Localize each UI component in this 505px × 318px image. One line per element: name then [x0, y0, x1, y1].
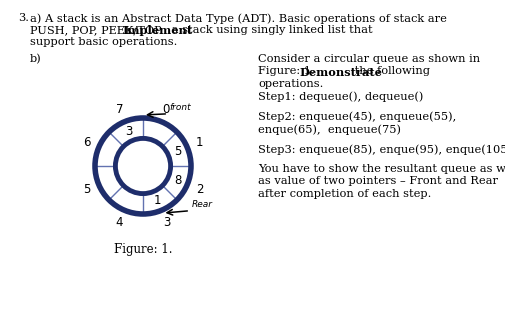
Text: front: front: [169, 103, 191, 112]
Text: a stack using singly linked list that: a stack using singly linked list that: [168, 25, 373, 35]
Text: the following: the following: [351, 66, 430, 77]
Text: operations.: operations.: [258, 79, 323, 89]
Text: You have to show the resultant queue as well: You have to show the resultant queue as …: [258, 164, 505, 174]
Text: 0: 0: [163, 103, 170, 116]
Circle shape: [95, 118, 191, 214]
Text: as value of two pointers – Front and Rear: as value of two pointers – Front and Rea…: [258, 176, 498, 186]
Text: 2: 2: [196, 183, 204, 196]
Text: a) A stack is an Abstract Data Type (ADT). Basic operations of stack are: a) A stack is an Abstract Data Type (ADT…: [30, 13, 447, 24]
Text: Demonstrate: Demonstrate: [299, 66, 382, 78]
Text: Figure: 1.: Figure: 1.: [114, 243, 172, 256]
Text: Consider a circular queue as shown in: Consider a circular queue as shown in: [258, 54, 480, 64]
Text: 6: 6: [83, 136, 90, 149]
Text: enque(65),  enqueue(75): enque(65), enqueue(75): [258, 124, 401, 135]
Text: Step3: enqueue(85), enque(95), enque(105): Step3: enqueue(85), enque(95), enque(105…: [258, 144, 505, 155]
Text: Step1: dequeue(), dequeue(): Step1: dequeue(), dequeue(): [258, 92, 423, 102]
Text: 3.: 3.: [18, 13, 29, 23]
Text: PUSH, POP, PEEK/TOP.: PUSH, POP, PEEK/TOP.: [30, 25, 167, 35]
Text: after completion of each step.: after completion of each step.: [258, 189, 431, 199]
Text: 5: 5: [174, 145, 182, 158]
Text: 8: 8: [174, 174, 182, 187]
Text: 3: 3: [163, 216, 170, 229]
Text: 1: 1: [196, 136, 204, 149]
Text: Step2: enqueue(45), enqueue(55),: Step2: enqueue(45), enqueue(55),: [258, 112, 456, 122]
Text: Rear: Rear: [191, 200, 212, 209]
Text: 5: 5: [83, 183, 90, 196]
Text: 1: 1: [154, 194, 161, 207]
Text: b): b): [30, 54, 42, 64]
Text: 3: 3: [125, 125, 132, 138]
Text: 7: 7: [116, 103, 123, 116]
Circle shape: [116, 138, 171, 194]
Text: Implement: Implement: [122, 25, 192, 36]
Text: support basic operations.: support basic operations.: [30, 37, 177, 47]
Text: Figure: 1.: Figure: 1.: [258, 66, 318, 77]
Text: 4: 4: [116, 216, 123, 229]
